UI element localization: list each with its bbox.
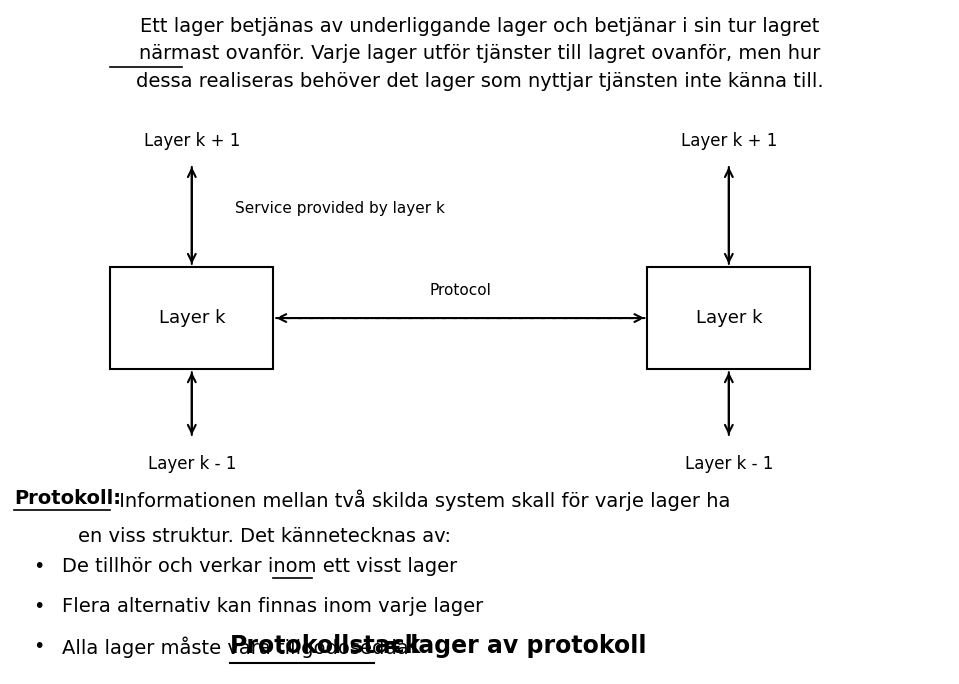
- Text: •: •: [33, 597, 44, 616]
- Bar: [110, 267, 273, 369]
- Text: Informationen mellan två skilda system skall för varje lager ha: Informationen mellan två skilda system s…: [113, 489, 731, 510]
- Text: Protokoll:: Protokoll:: [14, 489, 122, 508]
- Text: dessa realiseras behöver det lager som nyttjar tjänsten inte känna till.: dessa realiseras behöver det lager som n…: [135, 72, 824, 91]
- Text: = lager av protokoll: = lager av protokoll: [374, 634, 646, 658]
- Text: Protocol: Protocol: [430, 282, 491, 298]
- Bar: [647, 267, 810, 369]
- Text: Layer k + 1: Layer k + 1: [144, 133, 240, 150]
- Text: Flera alternativ kan finnas inom varje lager: Flera alternativ kan finnas inom varje l…: [62, 597, 483, 616]
- Text: Layer k: Layer k: [158, 309, 225, 327]
- Text: en viss struktur. Det kännetecknas av:: en viss struktur. Det kännetecknas av:: [53, 527, 451, 546]
- Text: •: •: [33, 557, 44, 577]
- Text: Protokollstack: Protokollstack: [230, 634, 422, 658]
- Text: närmast ovanför. Varje lager utför tjänster till lagret ovanför, men hur: närmast ovanför. Varje lager utför tjäns…: [139, 44, 820, 64]
- Text: Layer k - 1: Layer k - 1: [685, 455, 773, 473]
- Text: Layer k: Layer k: [695, 309, 762, 327]
- Text: Layer k + 1: Layer k + 1: [681, 133, 777, 150]
- Text: Ett lager betjänas av underliggande lager och betjänar i sin tur lagret: Ett lager betjänas av underliggande lage…: [140, 17, 819, 36]
- Text: De tillhör och verkar inom ett visst lager: De tillhör och verkar inom ett visst lag…: [62, 557, 457, 577]
- Text: Alla lager måste vara tillgodosedda: Alla lager måste vara tillgodosedda: [62, 637, 409, 658]
- Text: Layer k - 1: Layer k - 1: [148, 455, 236, 473]
- Text: Service provided by layer k: Service provided by layer k: [235, 201, 445, 216]
- Text: •: •: [33, 637, 44, 656]
